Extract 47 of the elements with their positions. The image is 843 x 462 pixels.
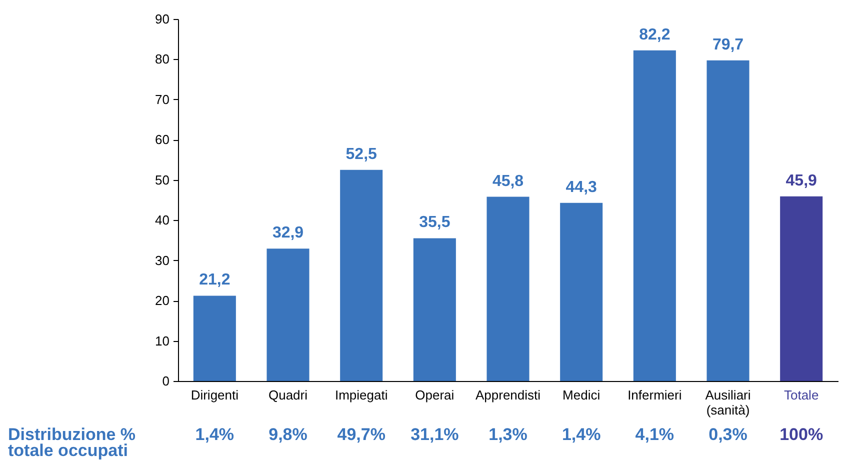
bar xyxy=(706,60,750,381)
x-tick-label: Quadri xyxy=(268,388,308,402)
bar xyxy=(340,170,383,381)
text: 49,7% xyxy=(337,425,386,444)
text: 1,4% xyxy=(195,425,234,444)
bar xyxy=(266,248,310,381)
bar xyxy=(486,196,530,381)
data-label: 35,5 xyxy=(419,214,450,232)
x-tick-label: Infermieri xyxy=(628,388,682,402)
text: 9,8% xyxy=(268,425,308,444)
y-tick-label: 10 xyxy=(155,333,170,348)
y-tick-label: 30 xyxy=(155,252,170,268)
text: 4,1% xyxy=(635,425,674,444)
x-tick-label: Operai xyxy=(415,388,454,402)
y-tick-label: 40 xyxy=(155,212,170,228)
y-tick-label: 50 xyxy=(155,172,170,188)
bar xyxy=(193,296,236,381)
y-tick-label: 70 xyxy=(155,92,170,107)
data-label: 45,8 xyxy=(492,172,524,190)
bar xyxy=(633,50,676,381)
data-label: 45,9 xyxy=(786,172,818,190)
y-tick-label: 60 xyxy=(155,132,170,148)
bar xyxy=(780,196,823,381)
text: Distribuzione % totale occupati xyxy=(8,425,136,460)
data-label: 21,2 xyxy=(199,272,230,289)
x-tick-label: Impiegati xyxy=(334,388,388,402)
text: 0,3% xyxy=(708,425,748,444)
text: 1,3% xyxy=(488,425,528,444)
y-tick-label: 80 xyxy=(155,52,170,67)
x-tick-label: Totale xyxy=(784,388,819,402)
data-label: 32,9 xyxy=(272,224,304,242)
x-tick-label: Ausiliari (sanità) xyxy=(705,388,751,418)
bar xyxy=(413,238,456,381)
data-label: 52,5 xyxy=(346,146,378,163)
text: 31,1% xyxy=(410,425,459,444)
bar xyxy=(560,202,603,381)
y-tick-label: 0 xyxy=(162,374,170,388)
data-label: 82,2 xyxy=(639,26,670,44)
data-label: 44,3 xyxy=(566,178,598,196)
y-tick-label: 20 xyxy=(155,293,170,308)
x-tick-label: Medici xyxy=(562,388,600,402)
x-tick-label: Apprendisti xyxy=(475,388,541,402)
text: 100% xyxy=(780,425,824,444)
text: 1,4% xyxy=(562,425,601,444)
data-label: 79,7 xyxy=(712,36,744,54)
x-tick-label: Dirigenti xyxy=(190,388,239,402)
y-tick-label: 90 xyxy=(155,12,170,26)
